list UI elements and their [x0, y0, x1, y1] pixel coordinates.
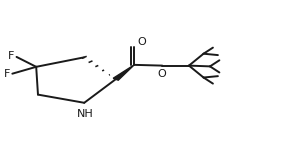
Text: F: F	[4, 69, 10, 79]
Polygon shape	[113, 65, 134, 80]
Text: F: F	[8, 51, 14, 61]
Text: O: O	[138, 36, 146, 47]
Text: NH: NH	[77, 109, 94, 119]
Text: O: O	[157, 69, 166, 79]
